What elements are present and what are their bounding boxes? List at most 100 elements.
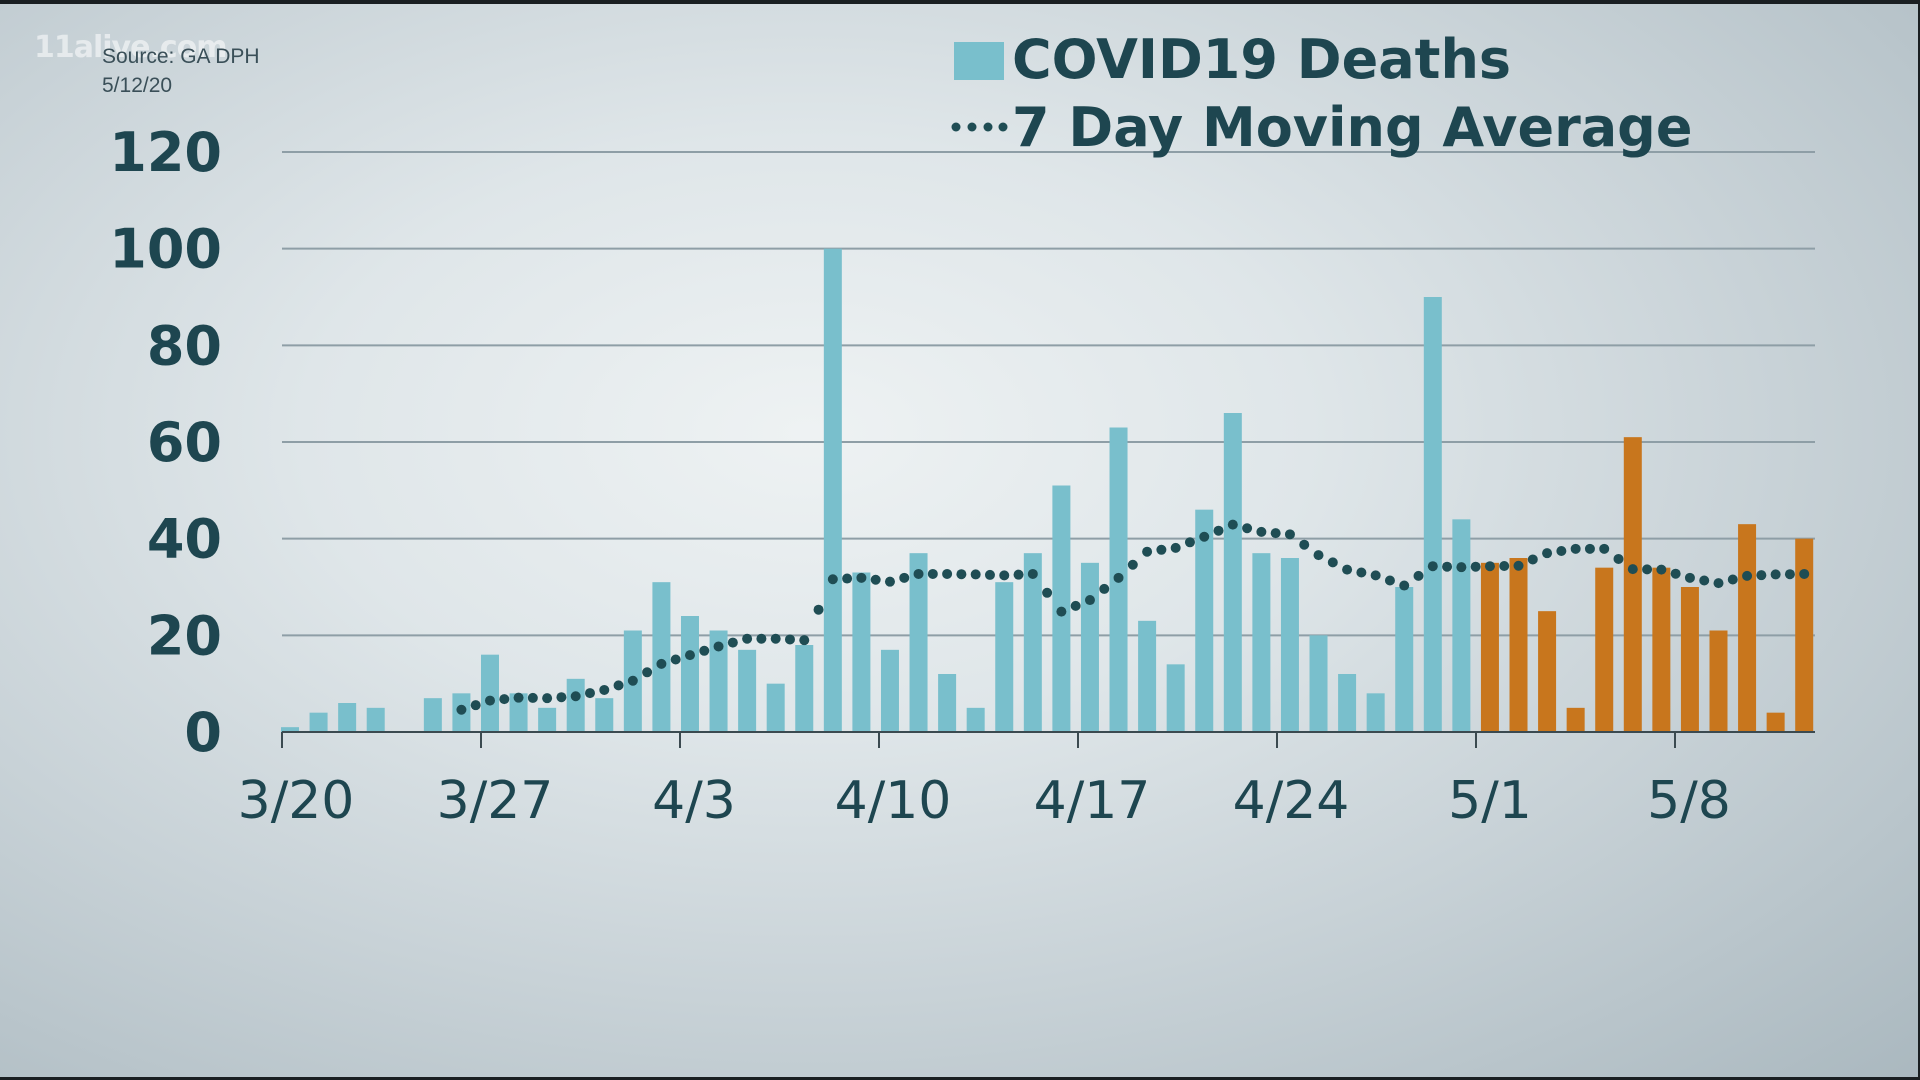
moving-average-point <box>884 576 895 587</box>
moving-average-point <box>970 569 981 580</box>
moving-average-point <box>1242 523 1253 534</box>
station-watermark: 11alive.com <box>34 30 228 65</box>
top-border <box>0 0 1920 4</box>
bar <box>1280 558 1299 732</box>
moving-average-point <box>1084 595 1095 606</box>
moving-average-point <box>1456 562 1467 573</box>
moving-average-point <box>1727 574 1738 585</box>
bar <box>1309 635 1328 732</box>
bar <box>1080 562 1099 732</box>
moving-average-point <box>556 692 567 703</box>
y-tick-label: 100 <box>109 218 222 281</box>
bar <box>709 630 728 732</box>
moving-average-point <box>999 570 1010 581</box>
moving-average-point <box>570 691 581 702</box>
x-tick-label: 5/1 <box>1448 771 1532 831</box>
moving-average-point <box>1799 568 1810 579</box>
bar <box>309 712 328 732</box>
moving-average-point <box>984 569 995 580</box>
moving-average-point <box>1584 543 1595 554</box>
x-tick-label: 4/17 <box>1034 771 1151 831</box>
moving-average-point <box>1756 570 1767 581</box>
moving-average-point <box>713 641 724 652</box>
moving-average-point <box>1699 575 1710 586</box>
bar <box>1023 553 1042 732</box>
moving-average-point <box>770 633 781 644</box>
bar <box>852 572 871 732</box>
moving-average-point <box>1642 564 1653 575</box>
moving-average-point <box>956 569 967 580</box>
moving-average-point <box>1742 570 1753 581</box>
moving-average-point <box>727 637 738 648</box>
moving-average-point <box>842 573 853 584</box>
y-tick-label: 0 <box>184 701 222 764</box>
moving-average-point <box>784 634 795 645</box>
y-tick-label: 120 <box>109 121 222 184</box>
bar <box>795 645 814 732</box>
y-tick-label: 60 <box>147 411 222 474</box>
moving-average-point <box>456 704 467 715</box>
moving-average-point <box>484 695 495 706</box>
bar <box>1195 509 1214 732</box>
x-tick-label: 4/10 <box>835 771 952 831</box>
bar <box>938 674 957 732</box>
y-tick-label: 80 <box>147 314 222 377</box>
moving-average-point <box>470 700 481 711</box>
bar <box>1766 712 1785 732</box>
bar <box>595 698 614 732</box>
bar <box>1738 524 1757 732</box>
moving-average-point <box>1442 561 1453 572</box>
bar <box>538 707 557 732</box>
bar <box>1452 519 1471 732</box>
source-note: Source: GA DPH 5/12/20 <box>102 42 260 100</box>
moving-average-point <box>813 604 824 615</box>
moving-average-point <box>642 667 653 678</box>
moving-average-point <box>1556 545 1567 556</box>
bar <box>1795 538 1814 732</box>
moving-average-point <box>1713 578 1724 589</box>
moving-average-point <box>856 572 867 583</box>
x-tick-label: 5/8 <box>1647 771 1731 831</box>
bar <box>1223 413 1242 732</box>
bar <box>966 707 985 732</box>
y-tick-label: 20 <box>147 604 222 667</box>
bar <box>1366 693 1385 732</box>
moving-average-point <box>942 568 953 579</box>
bar <box>1680 587 1699 732</box>
moving-average-point <box>1170 542 1181 553</box>
moving-average-point <box>927 568 938 579</box>
bar <box>909 553 928 732</box>
x-tick-labels: 3/20 3/27 4/3 4/10 4/17 4/24 5/1 5/8 <box>238 771 1731 831</box>
bar <box>652 582 671 732</box>
moving-average-point <box>1127 559 1138 570</box>
moving-average-point <box>1356 567 1367 578</box>
bar <box>1709 630 1728 732</box>
legend-label-average: 7 Day Moving Average <box>1012 96 1693 159</box>
moving-average-point <box>1370 570 1381 581</box>
moving-average-point <box>499 694 510 705</box>
source-label: Source: GA DPH <box>102 45 260 68</box>
bar <box>1423 297 1442 732</box>
moving-average-point <box>870 574 881 585</box>
moving-average-point <box>756 633 767 644</box>
moving-average-point <box>1527 554 1538 565</box>
bar <box>509 693 528 732</box>
bar <box>1509 558 1528 732</box>
bar <box>1623 437 1642 732</box>
moving-average-point <box>913 568 924 579</box>
moving-average-point <box>1384 575 1395 586</box>
moving-average-point <box>1284 529 1295 540</box>
moving-average-point <box>1213 525 1224 536</box>
moving-average-point <box>584 688 595 699</box>
moving-average-point <box>899 572 910 583</box>
moving-average-point <box>1513 560 1524 571</box>
bar <box>995 582 1014 732</box>
bar <box>738 649 757 732</box>
moving-average-point <box>1156 544 1167 555</box>
bar <box>880 649 899 732</box>
bar <box>480 654 499 732</box>
moving-average-point <box>1342 564 1353 575</box>
source-date: 5/12/20 <box>102 74 173 97</box>
moving-average-point <box>513 692 524 703</box>
